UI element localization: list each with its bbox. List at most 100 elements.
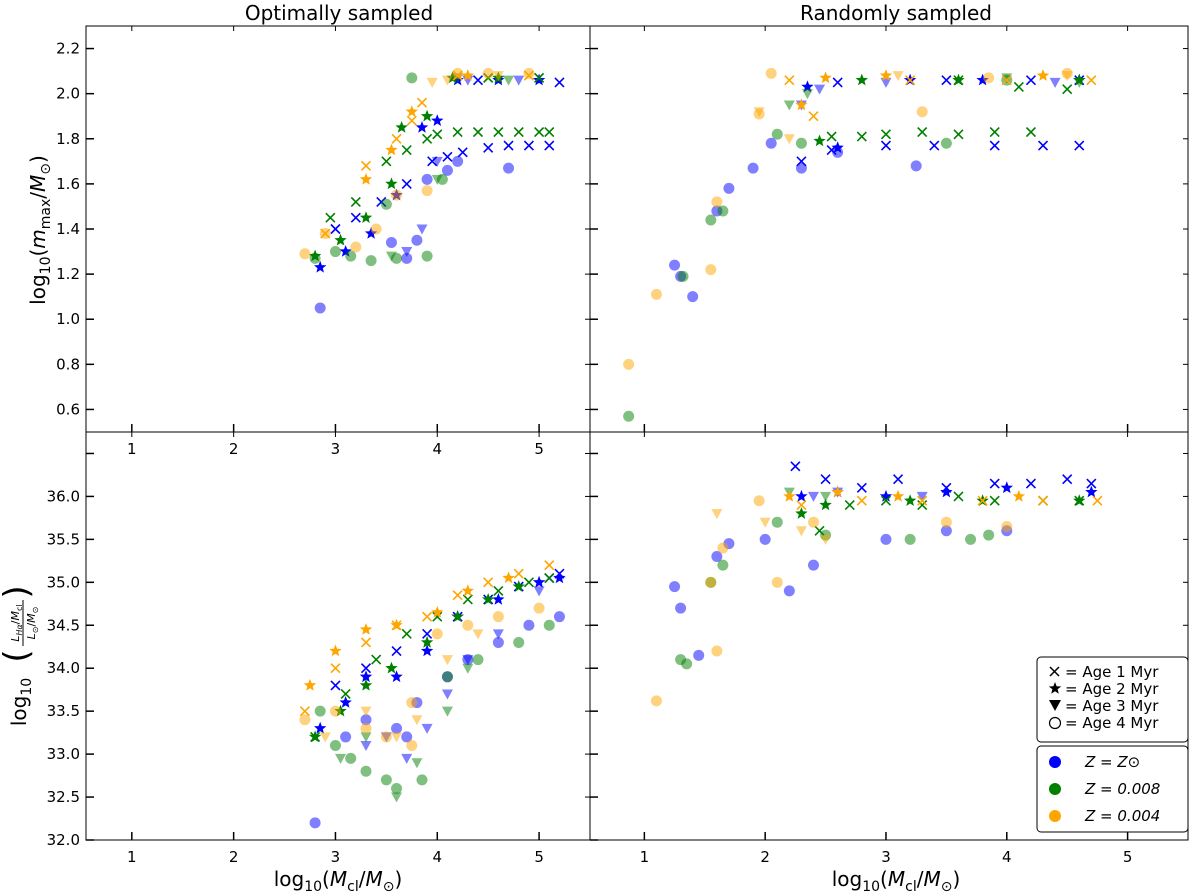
star-icon — [1048, 682, 1062, 694]
data-point — [340, 688, 351, 700]
data-point — [765, 67, 777, 79]
data-point — [350, 241, 362, 253]
data-point — [422, 133, 433, 144]
data-point — [693, 649, 705, 661]
data-point — [462, 663, 474, 674]
data-point — [513, 75, 525, 86]
data-point — [795, 489, 808, 502]
data-point — [364, 227, 378, 239]
data-point — [299, 248, 311, 260]
y-tick-label: 1.0 — [56, 310, 80, 328]
series-z-0-004-age-4-myr — [650, 495, 1013, 707]
data-point — [441, 706, 453, 717]
xlabel-left: log10(Mcl/M⊙) — [274, 867, 403, 892]
series-z-zsun-age-1-myr — [330, 75, 565, 235]
data-point — [319, 732, 331, 743]
data-point — [532, 73, 546, 86]
data-point — [472, 126, 484, 138]
data-point — [965, 533, 977, 545]
data-point — [1085, 485, 1098, 498]
panel-top-right — [589, 25, 1189, 433]
svg-text:(: ( — [0, 649, 37, 662]
data-point — [544, 140, 555, 151]
data-point — [359, 678, 373, 691]
data-point — [391, 645, 402, 657]
series-z-0-004-age-1-myr — [299, 560, 555, 717]
series-z-0-004-age-4-myr — [623, 67, 1073, 370]
points-group — [299, 67, 565, 314]
data-point — [431, 114, 444, 126]
data-point — [940, 525, 952, 537]
data-point — [705, 576, 717, 588]
data-point — [891, 489, 905, 502]
data-point — [533, 602, 545, 614]
data-point — [1092, 495, 1103, 506]
data-point — [431, 628, 443, 640]
y-tick-label: 35.5 — [47, 530, 80, 548]
data-point — [421, 723, 433, 734]
data-point — [314, 260, 327, 273]
data-point — [916, 106, 928, 118]
data-point — [952, 73, 965, 86]
legend-age-box — [1036, 656, 1189, 743]
data-point — [711, 196, 723, 208]
data-point — [380, 198, 392, 210]
data-point — [421, 250, 433, 262]
data-point — [1086, 75, 1097, 86]
series-z-0-008-age-1-myr — [826, 75, 1073, 142]
legend-age-entry-2: = Age 2 Myr — [1048, 680, 1159, 698]
data-point — [416, 774, 428, 786]
data-point — [711, 645, 723, 657]
data-point — [650, 695, 662, 707]
y-tick-label: 2.2 — [56, 40, 80, 58]
data-point — [406, 697, 418, 709]
data-point — [503, 162, 515, 174]
x-tick-label: 2 — [760, 848, 770, 866]
points-group — [650, 461, 1103, 707]
data-point — [420, 644, 434, 657]
legend-age-label: = Age 2 Myr — [1065, 680, 1159, 698]
data-point — [405, 105, 418, 117]
data-point — [940, 137, 952, 149]
data-point — [390, 618, 403, 631]
data-point — [544, 572, 555, 584]
data-point — [360, 722, 372, 734]
data-point — [415, 121, 429, 133]
data-point — [1062, 474, 1073, 485]
data-point — [795, 137, 807, 149]
svg-text:LHα/Mcl: LHα/Mcl — [9, 604, 24, 641]
svg-text:): ) — [0, 585, 37, 598]
data-point — [462, 594, 473, 605]
series-z-0-004-age-1-myr — [320, 70, 534, 239]
data-point — [759, 533, 771, 545]
x-tick-label: 5 — [1123, 848, 1133, 866]
data-point — [879, 489, 893, 502]
x-tick-label: 2 — [229, 848, 239, 866]
data-point — [493, 585, 504, 596]
series-z-0-008-age-3-myr — [335, 663, 474, 803]
data-point — [855, 73, 868, 86]
data-point — [441, 671, 453, 683]
data-point — [832, 77, 843, 88]
y-tick-label: 35.0 — [47, 573, 80, 591]
data-point — [989, 140, 1000, 151]
data-point — [385, 237, 397, 249]
data-point — [711, 551, 723, 563]
y-tick-label: 32.0 — [47, 831, 80, 849]
data-point — [482, 67, 494, 79]
data-point — [1049, 77, 1061, 88]
data-point — [391, 722, 403, 734]
data-point — [330, 223, 341, 235]
xlabel-right: log10(Mcl/M⊙) — [832, 867, 961, 892]
data-point — [492, 636, 504, 648]
data-point — [523, 67, 535, 79]
data-point — [401, 252, 413, 264]
legend-metallicity: Z = Z⊙ Z = 0.008 Z = 0.004 — [1036, 745, 1189, 833]
series-z-0-004-age-2-myr — [303, 571, 515, 691]
data-point — [446, 71, 459, 84]
data-point — [303, 678, 317, 691]
y-tick-label: 1.4 — [56, 220, 80, 238]
ylabel-top: log10(mmax/M⊙) — [26, 155, 54, 305]
data-point — [401, 628, 412, 639]
data-point — [452, 590, 463, 601]
